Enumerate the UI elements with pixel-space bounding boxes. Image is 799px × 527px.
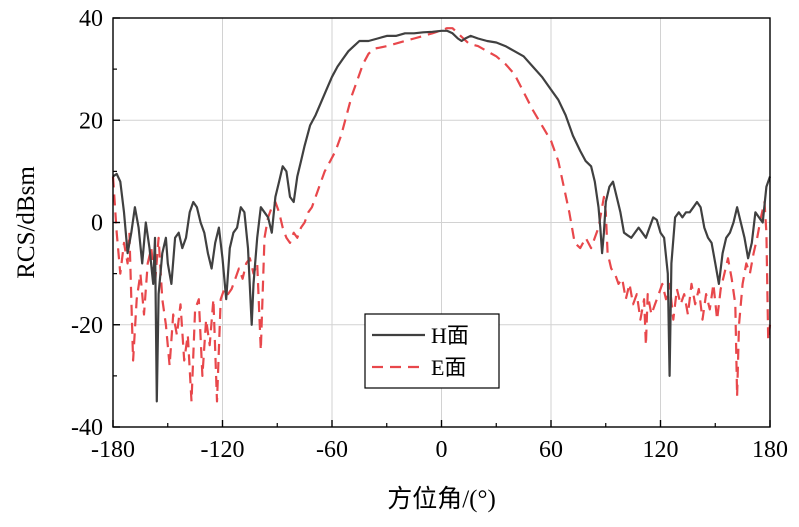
legend-label-e-plane: E面: [431, 355, 466, 380]
legend-box: [364, 313, 500, 389]
x-tick-label: 0: [436, 437, 448, 463]
x-tick-label: -120: [201, 437, 245, 463]
y-tick-label: 40: [79, 6, 103, 32]
x-tick-label: -180: [91, 437, 135, 463]
y-tick-label: -20: [71, 313, 103, 339]
axis-ticks: [112, 17, 771, 428]
x-tick-label: 60: [539, 437, 563, 463]
y-tick-label: 20: [79, 108, 103, 134]
tick-labels: -180 -120 -60 0 60 120 180 -40 -20 0 20 40: [71, 6, 788, 463]
y-axis-title: RCS/dBsm: [13, 166, 40, 279]
series-layer: [111, 27, 772, 403]
x-tick-label: -60: [316, 437, 348, 463]
x-tick-label: 180: [752, 437, 788, 463]
x-axis-title: 方位角/(°): [387, 485, 496, 513]
series-line-e-plane: [111, 27, 772, 403]
series-line-h-plane: [112, 29, 772, 403]
legend-label-h-plane: H面: [431, 323, 469, 348]
y-tick-label: -40: [71, 415, 103, 441]
x-tick-label: 120: [643, 437, 679, 463]
legend: H面 E面: [364, 313, 500, 389]
y-tick-label: 0: [91, 211, 103, 237]
